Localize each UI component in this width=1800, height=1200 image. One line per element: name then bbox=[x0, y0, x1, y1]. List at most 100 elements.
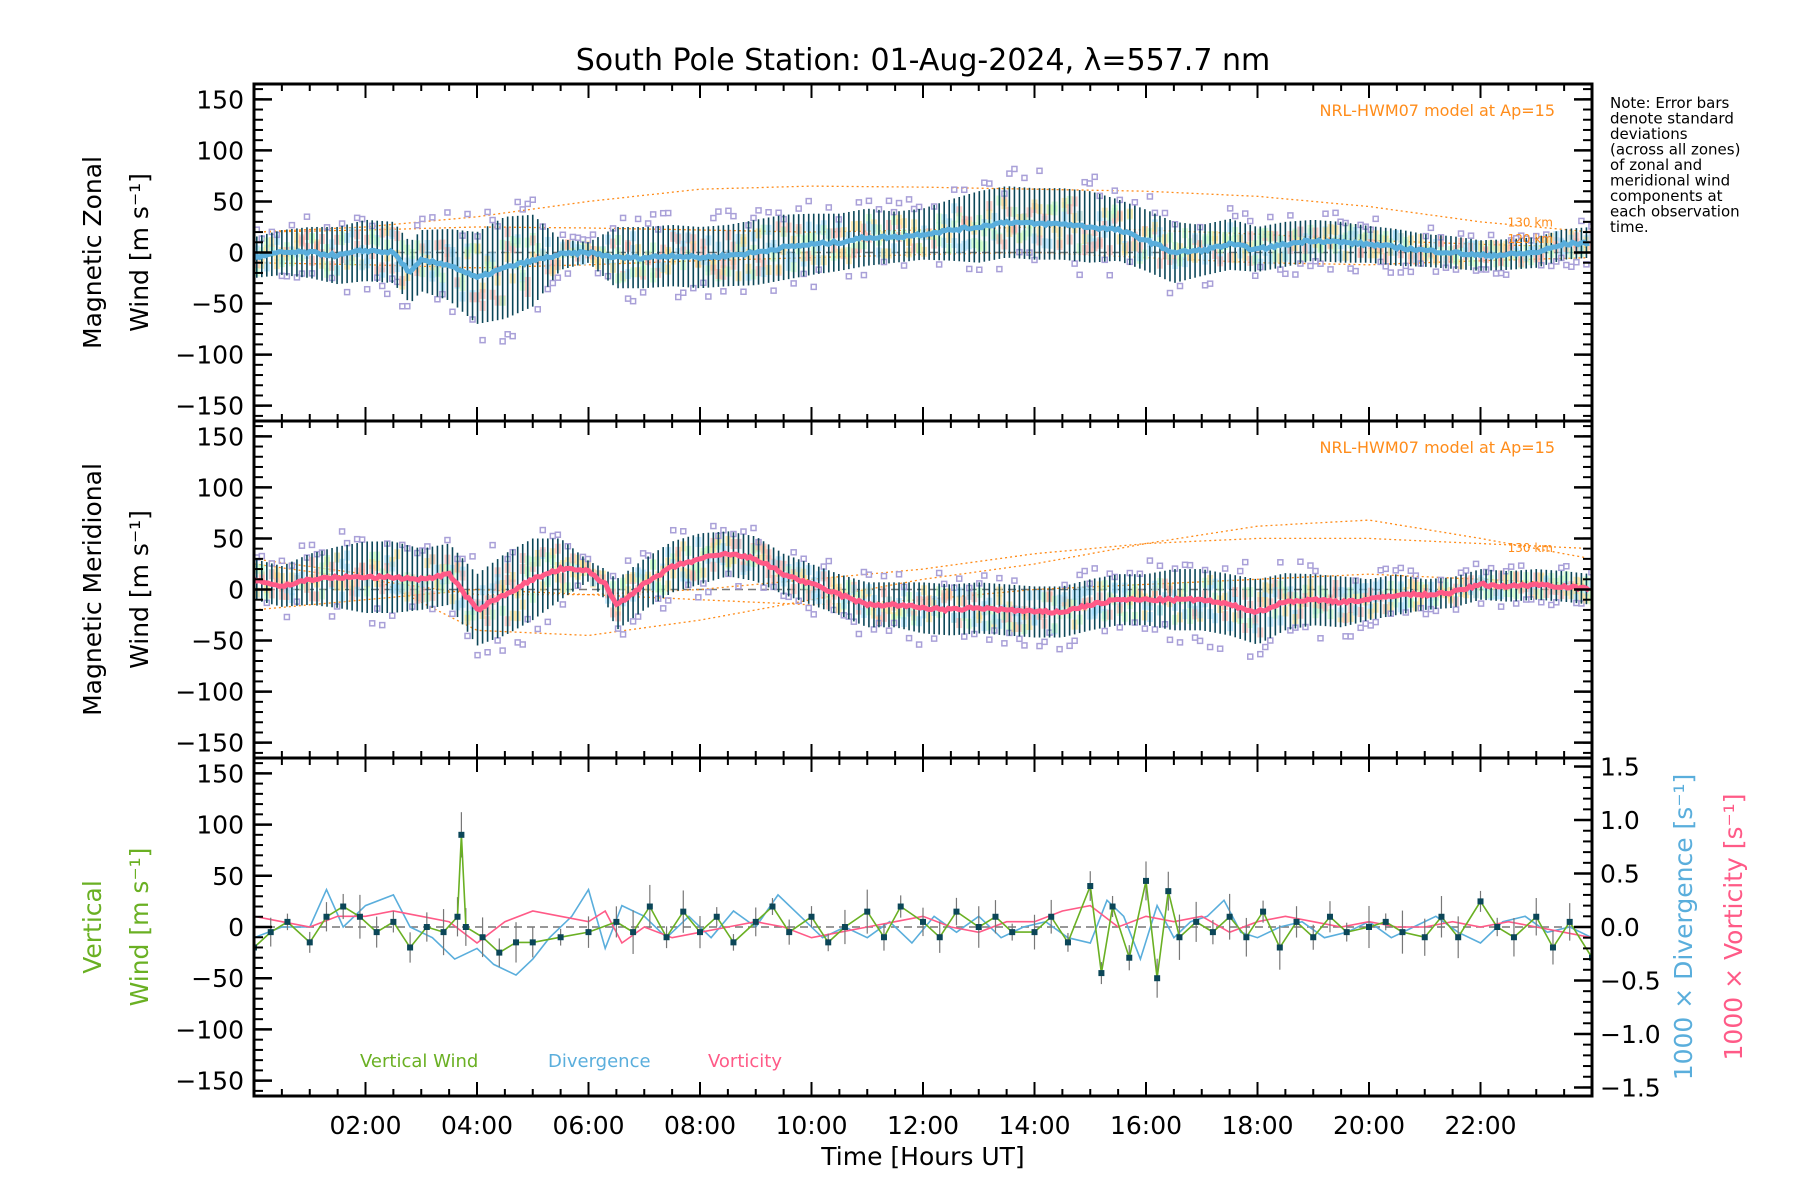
outlier-marker bbox=[1427, 224, 1435, 232]
panel-content bbox=[254, 165, 1592, 345]
outlier-marker bbox=[629, 297, 637, 305]
outlier-marker bbox=[1066, 642, 1073, 650]
outlier-marker bbox=[564, 270, 572, 277]
x-axis-title: Time [Hours UT] bbox=[820, 1142, 1024, 1171]
outlier-marker bbox=[303, 213, 311, 220]
outlier-marker bbox=[955, 575, 963, 582]
outlier-marker bbox=[1021, 174, 1028, 182]
outlier-marker bbox=[750, 214, 757, 222]
vertical-wind-point bbox=[462, 924, 469, 930]
outlier-marker bbox=[1106, 570, 1114, 577]
y-tick-label: 150 bbox=[196, 759, 244, 788]
outlier-marker bbox=[429, 214, 436, 221]
outlier-marker bbox=[775, 209, 782, 217]
panel-zonal: NRL-HWM07 model at Ap=15 130 km 120 km −150… bbox=[78, 82, 1594, 423]
y-axis-title-line2: Wind [m s⁻¹] bbox=[125, 173, 154, 332]
outlier-marker bbox=[639, 289, 647, 296]
vertical-wind-point bbox=[1421, 934, 1428, 941]
outlier-marker bbox=[1146, 193, 1154, 200]
vertical-wind-point bbox=[786, 929, 793, 936]
outlier-marker bbox=[961, 186, 968, 194]
outlier-marker bbox=[1206, 280, 1214, 287]
outlier-marker bbox=[1201, 282, 1209, 289]
outlier-marker bbox=[549, 279, 557, 287]
outlier-marker bbox=[1457, 230, 1465, 237]
outlier-marker bbox=[559, 231, 567, 239]
note-line: (across all zones) bbox=[1610, 141, 1740, 159]
y-tick-label: 0 bbox=[228, 913, 244, 942]
vertical-wind-point bbox=[825, 939, 832, 946]
vertical-wind-point bbox=[630, 929, 637, 936]
vertical-wind-point bbox=[1226, 913, 1233, 920]
vertical-wind-point bbox=[752, 918, 759, 925]
outlier-marker bbox=[1332, 209, 1339, 217]
outlier-marker bbox=[1101, 627, 1108, 635]
vertical-wind-point bbox=[613, 918, 620, 925]
outlier-marker bbox=[278, 557, 286, 565]
vertical-wind-point bbox=[454, 913, 461, 920]
outlier-marker bbox=[353, 214, 361, 222]
zone-sample bbox=[1588, 577, 1592, 588]
outlier-marker bbox=[1382, 565, 1389, 573]
outlier-marker bbox=[1352, 267, 1359, 275]
outlier-marker bbox=[915, 203, 923, 211]
outlier-marker bbox=[539, 526, 547, 534]
outlier-marker bbox=[1071, 637, 1078, 645]
vertical-wind-point bbox=[1533, 913, 1540, 920]
vertical-wind-point bbox=[663, 934, 670, 941]
right-tick-label: 0.5 bbox=[1600, 860, 1640, 889]
vertical-wind-point bbox=[1343, 929, 1350, 936]
outlier-marker bbox=[1116, 624, 1124, 631]
outlier-marker bbox=[619, 631, 627, 638]
outlier-marker bbox=[1081, 567, 1088, 575]
outlier-marker bbox=[795, 205, 802, 212]
outlier-marker bbox=[1312, 567, 1319, 575]
outlier-marker bbox=[1001, 640, 1008, 647]
vertical-wind-point bbox=[423, 924, 430, 930]
panel-content bbox=[254, 812, 1592, 998]
outlier-marker bbox=[1226, 205, 1234, 212]
vertical-wind-point bbox=[1366, 924, 1372, 930]
x-tick-label: 02:00 bbox=[329, 1111, 401, 1140]
vertical-wind-point bbox=[1098, 970, 1105, 977]
outlier-marker bbox=[1106, 271, 1114, 279]
vertical-wind-point bbox=[953, 908, 960, 915]
outlier-marker bbox=[755, 207, 762, 214]
outlier-marker bbox=[378, 282, 386, 290]
outlier-marker bbox=[1206, 643, 1214, 651]
outlier-marker bbox=[935, 569, 943, 577]
outlier-marker bbox=[981, 572, 988, 579]
outlier-marker bbox=[1392, 567, 1400, 574]
outlier-marker bbox=[634, 613, 642, 620]
note-line: time. bbox=[1610, 218, 1649, 236]
outlier-marker bbox=[966, 265, 973, 273]
x-tick-label: 18:00 bbox=[1221, 1111, 1293, 1140]
outlier-marker bbox=[1262, 643, 1269, 651]
outlier-marker bbox=[865, 197, 873, 205]
outlier-marker bbox=[1362, 620, 1369, 627]
outlier-marker bbox=[695, 594, 702, 601]
vertical-wind-point bbox=[1165, 888, 1172, 895]
outlier-marker bbox=[529, 196, 536, 203]
outlier-marker bbox=[624, 557, 632, 564]
outlier-marker bbox=[1252, 272, 1259, 280]
vertical-wind-point bbox=[1087, 883, 1094, 890]
outlier-marker bbox=[434, 296, 441, 303]
legend-item: Vertical Wind bbox=[360, 1051, 478, 1072]
outlier-marker bbox=[996, 574, 1003, 582]
mean-wind-line bbox=[254, 218, 1590, 281]
vertical-wind-point bbox=[1176, 934, 1183, 941]
outlier-marker bbox=[1497, 269, 1505, 277]
outlier-marker bbox=[720, 288, 727, 295]
outlier-marker bbox=[1236, 567, 1244, 575]
outlier-marker bbox=[499, 647, 506, 654]
outlier-marker bbox=[444, 536, 451, 544]
outlier-marker bbox=[494, 637, 501, 644]
y-tick-label: −150 bbox=[175, 729, 244, 758]
outlier-marker bbox=[1006, 170, 1013, 177]
outlier-marker bbox=[1166, 289, 1174, 297]
outlier-marker bbox=[905, 196, 913, 203]
outlier-marker bbox=[1377, 567, 1384, 574]
y-tick-label: −150 bbox=[175, 1067, 244, 1096]
